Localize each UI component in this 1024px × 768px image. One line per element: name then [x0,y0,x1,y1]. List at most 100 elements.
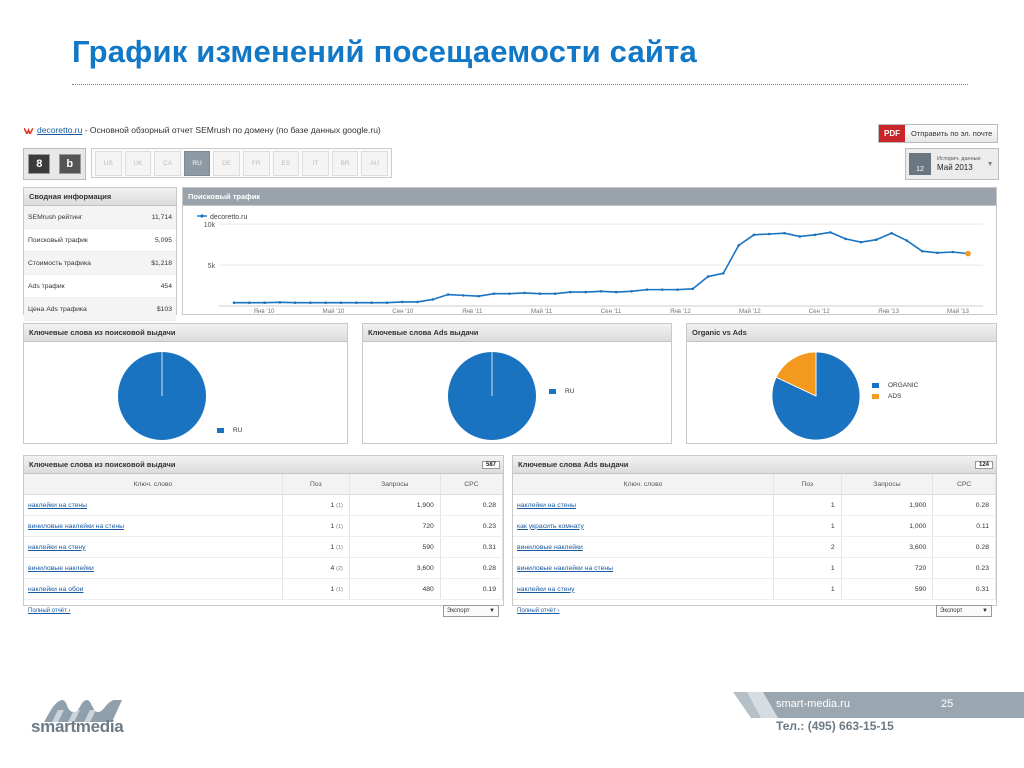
data-point[interactable] [752,233,756,237]
data-point[interactable] [783,231,786,235]
data-point[interactable] [416,300,419,304]
keyword-link[interactable]: наклейки на стену [513,578,775,600]
traffic-panel: Поисковый трафик 10k 5k Янв '10 Май '10 Сен … [182,187,997,315]
data-point[interactable] [890,231,893,235]
data-point[interactable] [431,298,435,301]
database-tab-es[interactable]: ES [272,150,300,176]
data-point[interactable] [446,293,450,296]
data-point[interactable] [538,292,542,296]
column-header[interactable]: CPC [440,474,504,495]
position-cell: 2 [773,536,842,558]
data-point[interactable] [293,301,297,305]
database-tab-ru[interactable]: RU [183,150,211,176]
data-point[interactable] [951,250,955,254]
keyword-link[interactable]: наклейки на стену [24,536,283,558]
database-tab-br[interactable]: BR [331,150,359,176]
data-point[interactable] [355,301,358,305]
data-point[interactable] [965,250,971,257]
data-point[interactable] [553,292,557,296]
data-point[interactable] [523,291,526,295]
database-tab-fr[interactable]: FR [242,150,270,176]
pie-slice-ads[interactable] [775,351,817,397]
data-point[interactable] [507,292,511,296]
keyword-link[interactable]: виниловые наклейки [24,557,283,579]
data-point[interactable] [767,232,771,236]
database-tab-us[interactable]: US [95,150,122,176]
summary-label: SEMrush рейтинг [28,213,83,221]
export-dropdown[interactable]: Экспорт ▼ [443,605,499,617]
data-point[interactable] [630,289,633,293]
keyword-link[interactable]: наклейки на обои [24,578,283,600]
export-label: Экспорт [940,608,963,614]
legend-swatch [872,382,879,388]
data-point[interactable] [309,301,312,305]
data-point[interactable] [247,301,251,305]
data-point[interactable] [462,294,465,297]
data-point[interactable] [691,287,695,291]
data-point[interactable] [324,301,328,305]
data-point[interactable] [645,288,649,291]
data-point[interactable] [584,290,588,294]
data-point[interactable] [676,288,679,291]
domain-link[interactable]: decoretto.ru [37,125,83,135]
data-point[interactable] [385,301,389,305]
full-report-link[interactable]: Полный отчёт › [28,608,71,614]
keyword-link[interactable]: наклейки на стены [24,494,283,516]
google-engine-icon[interactable]: 8 [28,154,51,174]
data-point[interactable] [263,301,266,305]
send-email-button[interactable]: PDF Отправить по эл. почте [878,124,998,143]
data-point[interactable] [737,244,740,247]
database-tab-it[interactable]: IT [302,150,329,176]
history-selector[interactable]: 12 Историч. данные Май 2013 ▼ [905,148,999,180]
column-header[interactable]: Запросы [841,474,934,495]
data-point[interactable] [400,300,404,304]
keyword-link[interactable]: как украсить комнату [513,515,775,537]
data-point[interactable] [829,231,832,234]
database-tab-au[interactable]: AU [361,150,388,176]
data-point[interactable] [874,238,878,242]
data-point[interactable] [905,239,909,242]
column-header[interactable]: Ключ. слово [513,474,775,495]
data-point[interactable] [920,249,924,253]
keyword-link[interactable]: виниловые наклейки на стены [513,557,775,579]
database-tab-de[interactable]: DE [213,150,240,176]
summary-title: Сводная информация [24,188,176,206]
data-point[interactable] [614,290,618,294]
data-point[interactable] [706,275,710,278]
database-tab-ca[interactable]: CA [154,150,181,176]
data-point[interactable] [844,237,847,241]
data-point[interactable] [660,288,664,291]
position-cell: 1 (1) [282,578,350,600]
full-report-link[interactable]: Полный отчёт › [517,608,560,614]
data-point[interactable] [492,292,496,296]
data-point[interactable] [722,271,725,275]
slide-title: График изменений посещаемости сайта [72,34,697,69]
data-point[interactable] [599,289,603,293]
column-header[interactable]: Ключ. слово [24,474,283,495]
summary-row: Ads трафик 454 [24,275,176,298]
data-point[interactable] [798,235,802,238]
column-header[interactable]: Поз [773,474,842,495]
summary-value: 11,714 [151,213,172,221]
keyword-link[interactable]: виниловые наклейки [513,536,775,558]
legend-label: RU [233,427,243,434]
data-point[interactable] [232,301,236,305]
data-point[interactable] [859,240,863,244]
legend-label: ORGANIC [888,382,919,389]
column-header[interactable]: Поз [282,474,350,495]
export-dropdown[interactable]: Экспорт ▼ [936,605,992,617]
data-point[interactable] [339,301,343,305]
history-label: Историч. данные [937,156,981,163]
database-tab-uk[interactable]: UK [124,150,152,176]
keyword-link[interactable]: виниловые наклейки на стены [24,515,283,537]
data-point[interactable] [569,290,572,294]
data-point[interactable] [477,294,480,298]
data-point[interactable] [813,233,817,237]
column-header[interactable]: Запросы [349,474,441,495]
column-header[interactable]: CPC [932,474,996,495]
data-point[interactable] [936,251,939,255]
data-point[interactable] [278,301,282,304]
data-point[interactable] [370,301,373,305]
bing-engine-icon[interactable]: b [58,154,81,174]
keyword-link[interactable]: наклейки на стены [513,494,775,516]
